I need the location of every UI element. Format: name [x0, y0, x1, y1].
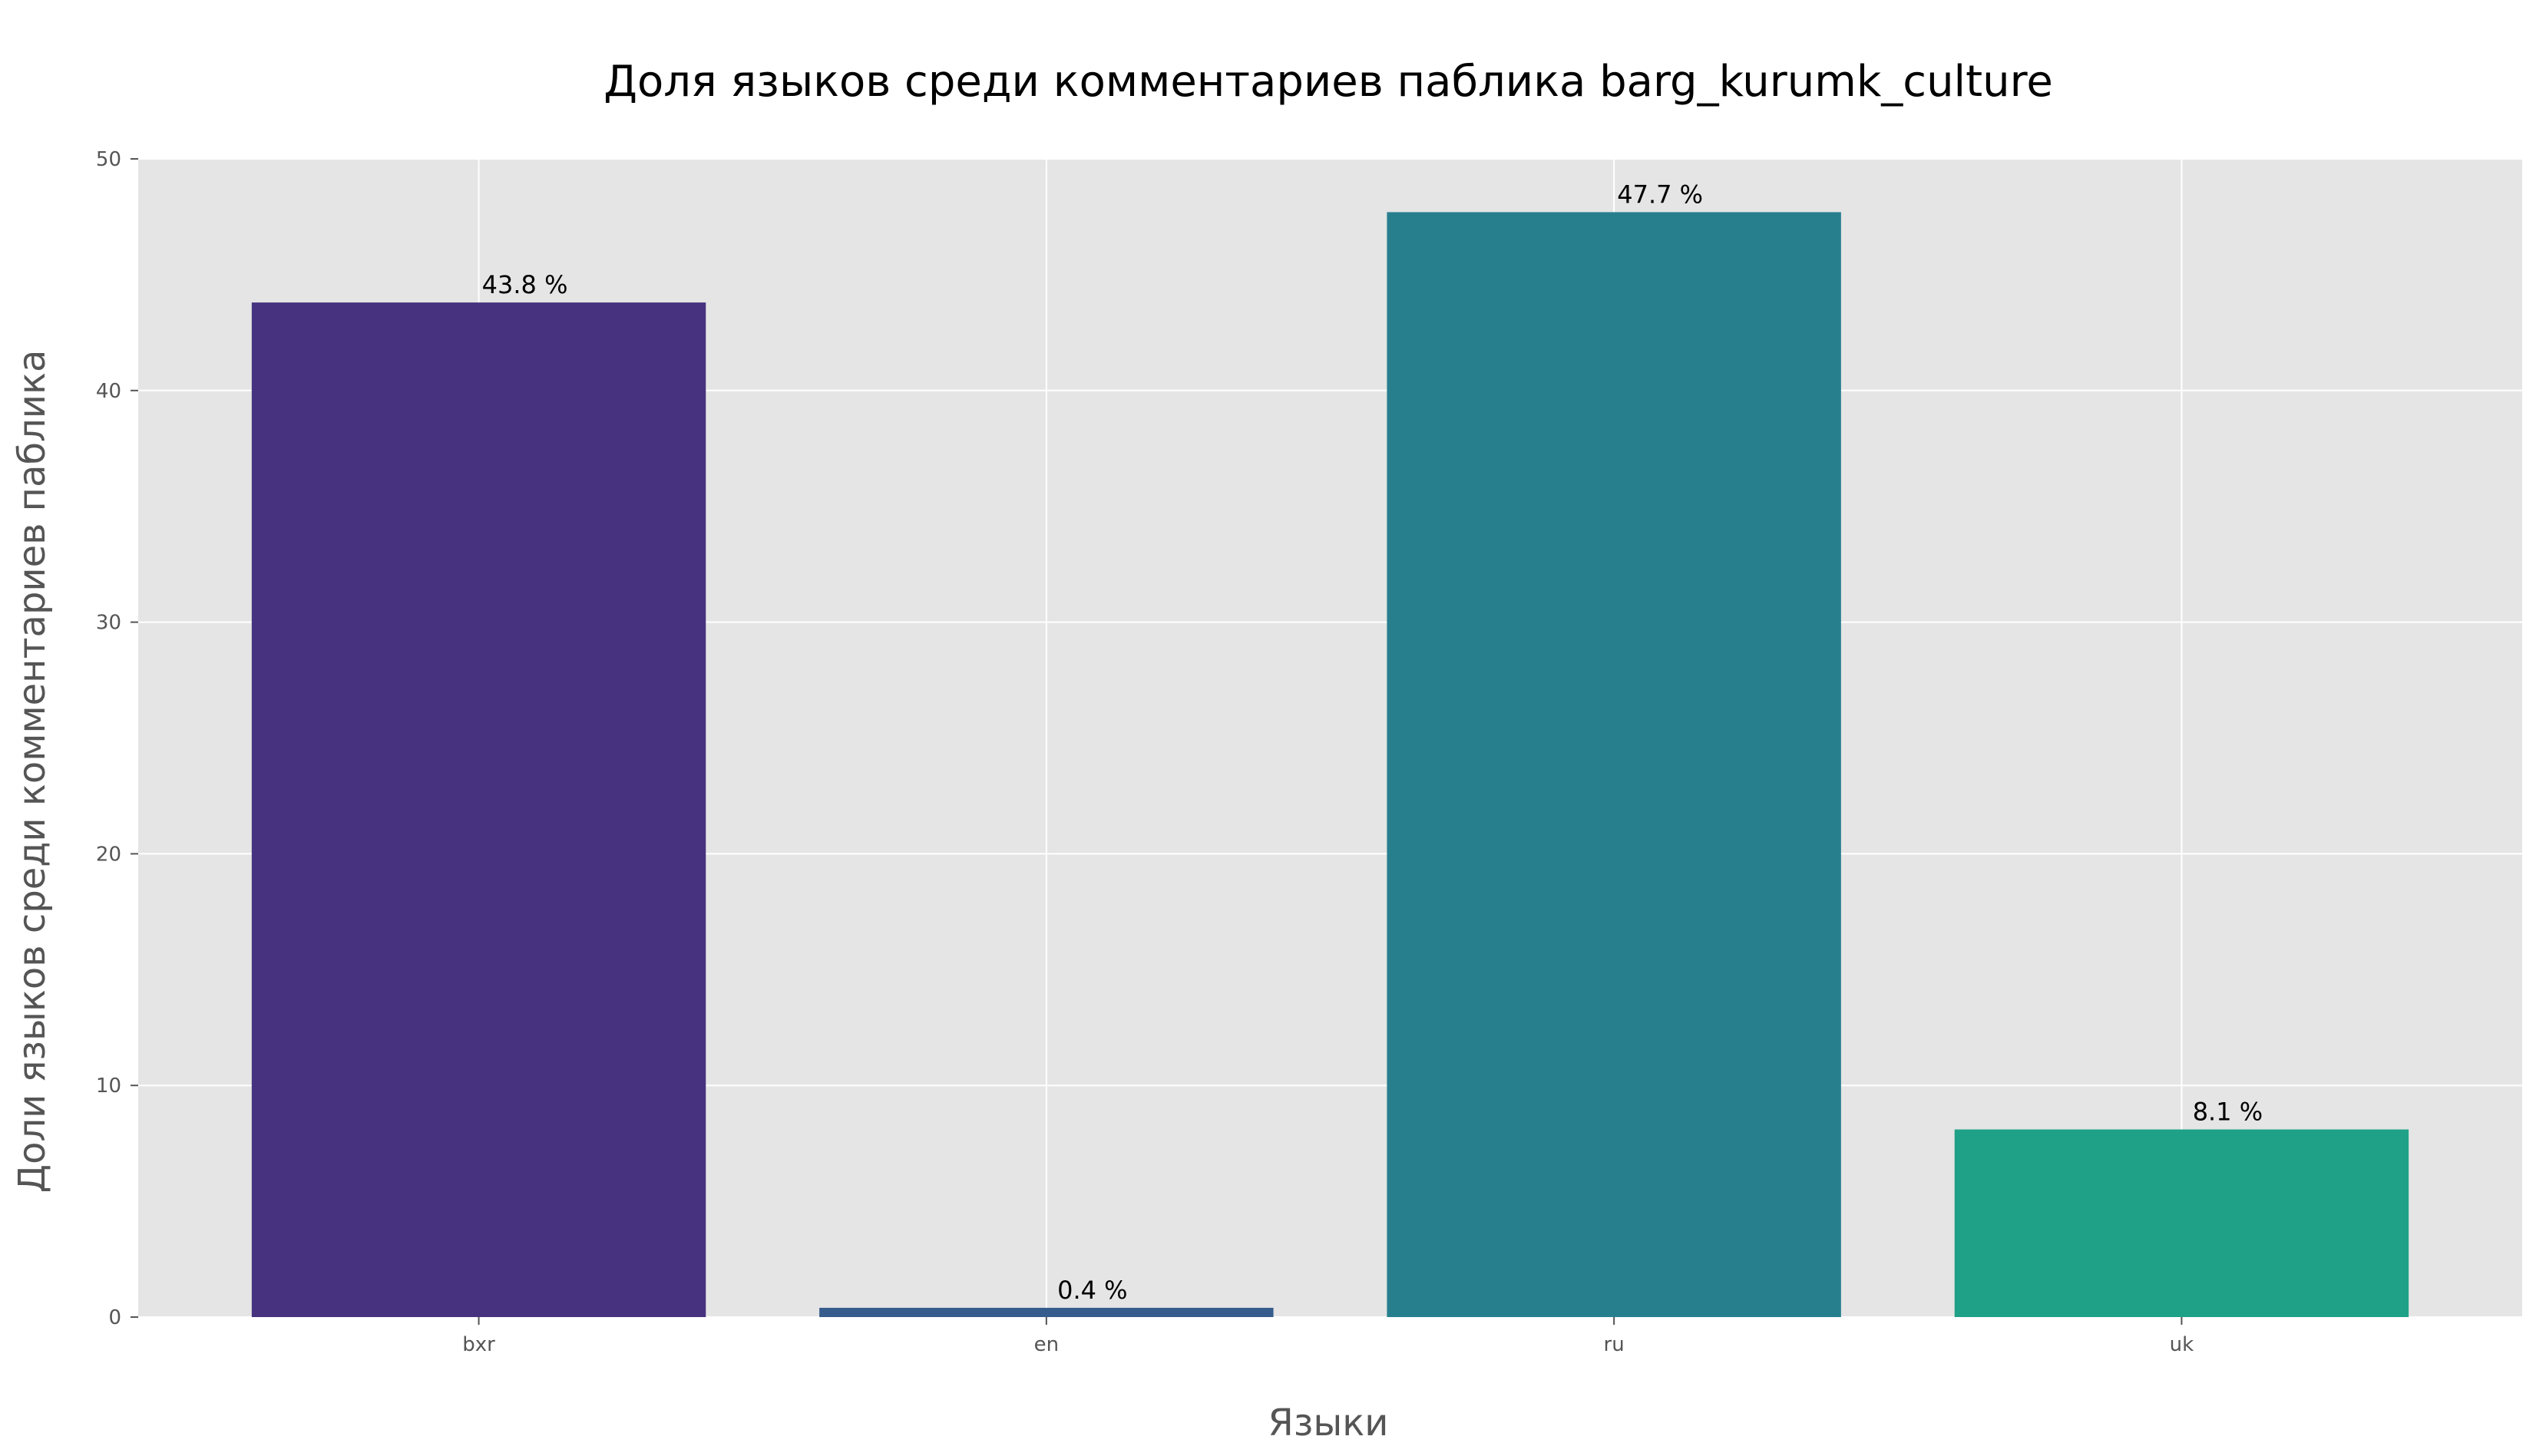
y-tick-label: 50 [96, 148, 121, 171]
y-tick-label: 40 [96, 380, 121, 403]
bars [251, 212, 2409, 1318]
y-tick-label: 30 [96, 612, 121, 635]
y-axis-label: Доли языков среди комментариев паблика [11, 350, 54, 1194]
chart-title: Доля языков среди комментариев паблика b… [603, 57, 2053, 107]
y-tick-label: 0 [108, 1306, 121, 1329]
x-tick-label: uk [2170, 1333, 2194, 1356]
data-label-bxr: 43.8 % [482, 270, 568, 299]
y-tick-label: 10 [96, 1075, 121, 1098]
x-tick-label: bxr [462, 1333, 495, 1356]
x-tick-label: en [1034, 1333, 1059, 1356]
data-label-en: 0.4 % [1057, 1276, 1127, 1305]
bar-uk [1954, 1129, 2409, 1317]
y-tick-label: 20 [96, 843, 121, 866]
bar-bxr [251, 302, 706, 1318]
data-label-uk: 8.1 % [2193, 1098, 2263, 1127]
x-axis-label: Языки [1268, 1402, 1389, 1444]
data-label-ru: 47.7 % [1617, 180, 1703, 209]
data-labels: 43.8 % 0.4 % 47.7 % 8.1 % [482, 180, 2263, 1305]
bar-ru [1387, 212, 1841, 1317]
x-tick-label: ru [1604, 1333, 1625, 1356]
axes: 0 10 20 30 40 50 bxr en ru uk [96, 148, 2194, 1356]
bar-en [819, 1307, 1274, 1317]
